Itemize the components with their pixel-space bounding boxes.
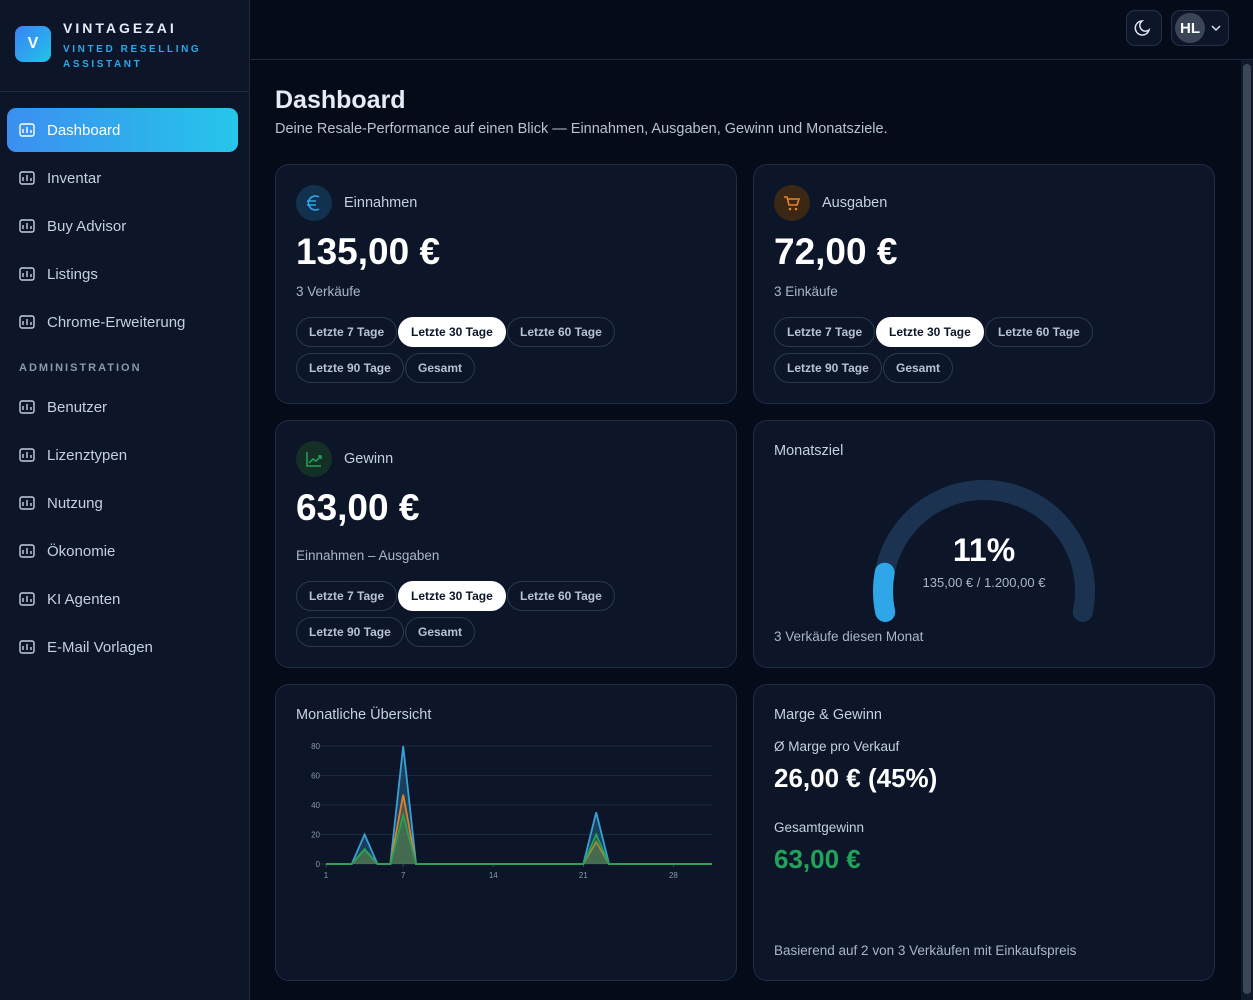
margin-value: 26,00 € (45%) [774, 763, 938, 793]
card-note: 3 Verkäufe diesen Monat [774, 629, 924, 644]
area-fill [326, 794, 712, 864]
total-label: Gesamtgewinn [774, 820, 865, 835]
goal-card: Monatsziel 11% 135,00 € / 1.200,00 € 3 Ve… [753, 420, 1215, 668]
page-subtitle: Deine Resale-Performance auf einen Blick… [275, 121, 888, 137]
area-line [326, 811, 712, 865]
card-note: 3 Einkäufe [774, 284, 838, 299]
avatar[interactable]: HL [1175, 13, 1205, 43]
nav-item[interactable]: E-Mail Vorlagen [7, 625, 238, 669]
x-tick-label: 28 [669, 871, 678, 880]
card-value: 72,00 € [774, 231, 898, 272]
filter-chip[interactable]: Letzte 7 Tage [296, 317, 398, 347]
brand: V VINTAGEZAI VINTED RESELLING ASSISTANT [0, 0, 249, 92]
filter-chip[interactable]: Letzte 30 Tage [876, 317, 984, 347]
nav-item[interactable]: KI Agenten [7, 577, 238, 621]
page-title: Dashboard [275, 86, 406, 114]
y-tick-label: 40 [311, 801, 320, 810]
topbar [251, 0, 1253, 60]
scroll-thumb[interactable] [1243, 64, 1251, 994]
nav-item[interactable]: Nutzung [7, 481, 238, 525]
nav-item[interactable]: Benutzer [7, 385, 238, 429]
total-value: 63,00 € [774, 844, 861, 874]
y-tick-label: 0 [316, 860, 321, 869]
filter-chip[interactable]: Letzte 60 Tage [507, 317, 615, 347]
chart-title: Monatliche Übersicht [296, 707, 432, 723]
area-fill [326, 746, 712, 864]
card-note: 3 Verkäufe [296, 284, 361, 299]
filter-chip[interactable]: Letzte 90 Tage [296, 617, 404, 647]
filter-chip[interactable]: Letzte 30 Tage [398, 317, 506, 347]
gauge-label: 11% [953, 532, 1015, 568]
filter-chip[interactable]: Letzte 7 Tage [296, 581, 398, 611]
x-tick-label: 7 [401, 871, 406, 880]
brand-name: VINTAGEZAI [63, 20, 177, 36]
chart-card: Monatliche Übersicht 0 20 40 60 80 1 7 14 21 28 [275, 684, 737, 981]
chevron-icon [1211, 25, 1221, 32]
card-title: Marge & Gewinn [774, 707, 882, 723]
theme-toggle[interactable] [1126, 10, 1162, 46]
nav-item[interactable]: Ökonomie [7, 529, 238, 573]
x-tick-label: 21 [579, 871, 588, 880]
expenses-card: Ausgaben 72,00 € 3 Einkäufe Letzte 7 Tag… [753, 164, 1215, 404]
filter-chip[interactable]: Letzte 60 Tage [507, 581, 615, 611]
gauge-value [873, 562, 896, 622]
card-title: Ausgaben [822, 195, 888, 211]
margin-label: Ø Marge pro Verkauf [774, 739, 900, 754]
section-label: ADMINISTRATION [19, 362, 142, 374]
y-tick-label: 80 [311, 742, 320, 751]
x-tick-label: 14 [489, 871, 498, 880]
filter-chip[interactable]: Gesamt [405, 617, 476, 647]
gauge-track [873, 480, 1095, 622]
filter-chip[interactable]: Letzte 90 Tage [774, 353, 882, 383]
trend-icon [296, 441, 332, 477]
nav-item[interactable]: Listings [7, 252, 238, 296]
scrollbar[interactable] [1241, 60, 1253, 1000]
y-tick-label: 20 [311, 831, 320, 840]
sidebar: V VINTAGEZAI VINTED RESELLING ASSISTANT … [0, 0, 250, 1000]
card-note: Basierend auf 2 von 3 Verkäufen mit Eink… [774, 943, 1077, 958]
chart: 0 20 40 60 80 1 7 14 21 28 [311, 742, 712, 880]
moon-icon [1134, 20, 1151, 36]
cart-icon [774, 185, 810, 221]
logo: V [15, 26, 51, 62]
x-tick-label: 1 [324, 871, 329, 880]
filter-chip[interactable]: Gesamt [405, 353, 476, 383]
card-value: 63,00 € [296, 487, 420, 528]
nav-item[interactable]: Buy Advisor [7, 204, 238, 248]
y-tick-label: 60 [311, 772, 320, 781]
nav-item[interactable]: Inventar [7, 156, 238, 200]
card-value: 135,00 € [296, 231, 441, 272]
gauge: 11% 135,00 € / 1.200,00 € [873, 480, 1095, 622]
filter-chip[interactable]: Letzte 60 Tage [985, 317, 1093, 347]
filter-chip[interactable]: Gesamt [883, 353, 954, 383]
card-title: Einnahmen [344, 195, 418, 211]
income-card: Einnahmen 135,00 € 3 Verkäufe Letzte 7 T… [275, 164, 737, 404]
brand-tagline: VINTED RESELLING ASSISTANT [63, 44, 202, 70]
filter-chip[interactable]: Letzte 7 Tage [774, 317, 876, 347]
nav-item[interactable]: Chrome-Erweiterung [7, 300, 238, 344]
filter-chip[interactable]: Letzte 30 Tage [398, 581, 506, 611]
nav-item[interactable]: Lizenztypen [7, 433, 238, 477]
margin-card: Marge & Gewinn Ø Marge pro Verkauf 26,00… [753, 684, 1215, 981]
card-note: Einnahmen – Ausgaben [296, 548, 440, 563]
euro-icon [296, 185, 332, 221]
profit-card: Gewinn 63,00 € Einnahmen – Ausgaben Letz… [275, 420, 737, 668]
area-fill [326, 815, 712, 864]
filter-chip[interactable]: Letzte 90 Tage [296, 353, 404, 383]
gauge-detail: 135,00 € / 1.200,00 € [923, 575, 1047, 590]
card-title: Monatsziel [774, 443, 844, 459]
card-title: Gewinn [344, 451, 394, 467]
nav-item[interactable]: Dashboard [7, 108, 238, 152]
